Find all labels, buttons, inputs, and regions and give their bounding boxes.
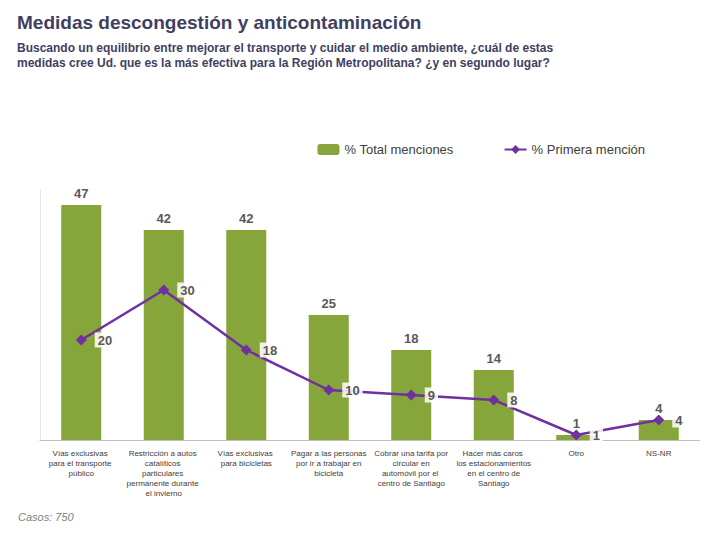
svg-text:4: 4 bbox=[675, 413, 683, 428]
svg-text:Buscando un equilibrio entre m: Buscando un equilibrio entre mejorar el … bbox=[17, 41, 556, 55]
svg-text:4: 4 bbox=[655, 401, 663, 416]
svg-text:Medidas descongestión y antico: Medidas descongestión y anticontaminació… bbox=[17, 12, 421, 33]
svg-text:bicicleta: bicicleta bbox=[314, 469, 343, 478]
svg-text:10: 10 bbox=[345, 383, 359, 398]
svg-text:Santiago: Santiago bbox=[478, 479, 510, 488]
svg-text:particulares: particulares bbox=[142, 469, 186, 478]
svg-text:% Total menciones: % Total menciones bbox=[344, 142, 453, 157]
svg-text:18: 18 bbox=[404, 331, 418, 346]
svg-text:permanente durante: permanente durante bbox=[127, 479, 201, 488]
svg-text:centro de Santiago: centro de Santiago bbox=[378, 479, 446, 488]
svg-text:por ir a trabajar en: por ir a trabajar en bbox=[294, 459, 364, 468]
svg-text:para el transporte: para el transporte bbox=[49, 459, 114, 468]
svg-text:para bicicletas: para bicicletas bbox=[221, 459, 272, 468]
svg-text:9: 9 bbox=[428, 388, 435, 403]
svg-text:Pagar a las personas: Pagar a las personas bbox=[291, 449, 367, 458]
svg-text:los estacionamientos: los estacionamientos bbox=[456, 459, 531, 468]
svg-text:el invierno: el invierno bbox=[146, 489, 183, 498]
svg-text:público: público bbox=[69, 469, 95, 478]
svg-text:Otro: Otro bbox=[568, 449, 584, 458]
svg-text:Vías exclusivas: Vías exclusivas bbox=[218, 449, 275, 458]
svg-text:en el centro de: en el centro de bbox=[465, 469, 522, 478]
svg-text:catalíticos: catalíticos bbox=[145, 459, 183, 468]
svg-text:automóvil por el: automóvil por el bbox=[382, 469, 441, 478]
svg-text:42: 42 bbox=[157, 211, 171, 226]
svg-text:1: 1 bbox=[593, 428, 600, 443]
svg-text:% Primera mención: % Primera mención bbox=[532, 142, 645, 157]
svg-text:42: 42 bbox=[239, 211, 253, 226]
svg-text:Casos: 750: Casos: 750 bbox=[18, 511, 75, 523]
svg-text:14: 14 bbox=[487, 351, 502, 366]
svg-text:25: 25 bbox=[322, 296, 336, 311]
svg-text:Hacer más caros: Hacer más caros bbox=[462, 449, 525, 458]
svg-text:circular en: circular en bbox=[391, 459, 432, 468]
svg-text:Restricción a autos: Restricción a autos bbox=[129, 449, 199, 458]
svg-text:1: 1 bbox=[573, 416, 580, 431]
svg-text:medidas cree Ud. que es la más: medidas cree Ud. que es la más efectiva … bbox=[17, 56, 550, 70]
svg-text:Cobrar una tarifa por: Cobrar una tarifa por bbox=[374, 449, 448, 458]
svg-text:30: 30 bbox=[180, 283, 194, 298]
svg-text:NS-NR: NS-NR bbox=[646, 449, 672, 458]
svg-text:8: 8 bbox=[510, 393, 517, 408]
svg-text:47: 47 bbox=[74, 186, 88, 201]
svg-text:20: 20 bbox=[98, 333, 112, 348]
svg-text:Vías exclusivas: Vías exclusivas bbox=[53, 449, 110, 458]
svg-text:18: 18 bbox=[263, 343, 277, 358]
